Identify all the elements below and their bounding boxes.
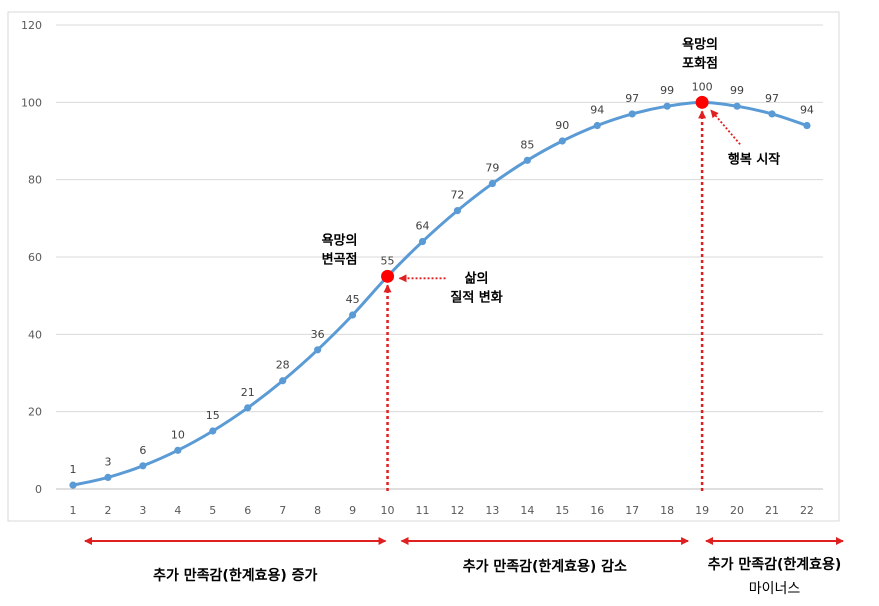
data-label: 1 [70,463,77,476]
data-label: 99 [660,84,674,97]
data-label: 64 [416,220,430,233]
data-point [523,156,531,164]
data-point [593,121,601,130]
x-tick-label: 19 [695,504,709,517]
chart-frame [7,11,840,522]
highlight-label: 변곡점 [322,252,358,267]
data-point [174,446,182,454]
y-tick-label: 20 [28,406,42,419]
x-tick-label: 9 [349,504,356,517]
x-tick-label: 20 [730,504,744,517]
x-tick-label: 4 [174,504,181,517]
region-label: 추가 만족감(한계효용) 감소 [463,558,627,575]
x-tick-label: 12 [450,504,464,517]
data-label: 21 [241,386,255,399]
data-label: 45 [346,293,360,306]
data-label: 15 [206,409,220,422]
data-point [803,121,811,130]
region-label: 마이너스 [749,581,801,597]
data-point [139,462,147,470]
pointer-arrow [710,109,741,145]
highlight-point [381,269,395,283]
data-label: 6 [139,444,146,457]
data-label: 100 [692,80,713,93]
data-point [279,377,287,385]
data-point [628,110,636,118]
data-label: 97 [765,92,779,105]
data-label: 28 [276,359,290,372]
data-label: 97 [625,92,639,105]
series-line [72,100,808,487]
x-tick-label: 10 [381,504,395,517]
data-label: 85 [520,138,534,151]
pointer-label: 삶의 [465,270,489,286]
x-tick-label: 1 [70,504,77,517]
data-point [244,404,252,412]
data-label: 10 [171,428,185,441]
data-label: 79 [485,162,499,175]
x-tick-label: 17 [625,504,639,517]
y-tick-label: 40 [28,328,42,341]
data-label: 94 [590,104,604,117]
data-label: 3 [104,455,111,468]
highlight-label: 포화점 [682,55,718,71]
data-label: 55 [381,254,395,267]
y-tick-label: 60 [28,251,42,264]
data-point [104,473,112,481]
data-label: 99 [730,84,744,97]
data-point [663,102,671,110]
x-tick-label: 7 [279,504,286,517]
y-tick-label: 0 [35,483,42,496]
data-point [558,137,566,145]
x-tick-label: 15 [555,504,569,517]
x-tick-label: 2 [104,504,111,517]
data-point [418,237,427,246]
data-point [488,179,496,188]
x-tick-label: 22 [800,504,814,517]
x-tick-label: 18 [660,504,674,517]
data-label: 72 [450,189,464,202]
data-label: 90 [555,119,569,132]
region-label: 추가 만족감(한계효용) 증가 [153,567,317,584]
data-point [209,427,217,435]
x-tick-label: 16 [590,504,604,517]
x-tick-label: 3 [139,504,146,517]
highlight-label: 욕망의 [322,232,358,248]
x-tick-label: 13 [485,504,499,517]
y-tick-label: 100 [21,96,42,109]
pointer-label: 질적 변화 [450,289,502,305]
x-tick-label: 6 [244,504,251,517]
data-label: 36 [311,328,325,341]
data-point [69,481,77,489]
data-point [349,311,357,319]
y-tick-label: 80 [28,174,42,187]
data-point [453,207,462,215]
data-point [733,102,741,110]
x-tick-label: 14 [520,504,534,517]
y-tick-label: 120 [21,19,42,32]
highlight-label: 욕망의 [682,36,718,52]
data-point [314,346,322,354]
x-tick-label: 11 [416,504,430,517]
x-tick-label: 5 [209,504,216,517]
data-label: 94 [800,104,814,117]
pointer-label: 행복 시작 [728,151,780,167]
x-tick-label: 8 [314,504,321,517]
highlight-point [695,95,709,109]
region-label: 추가 만족감(한계효용) [708,556,842,573]
x-tick-label: 21 [765,504,779,517]
data-point [768,110,776,118]
